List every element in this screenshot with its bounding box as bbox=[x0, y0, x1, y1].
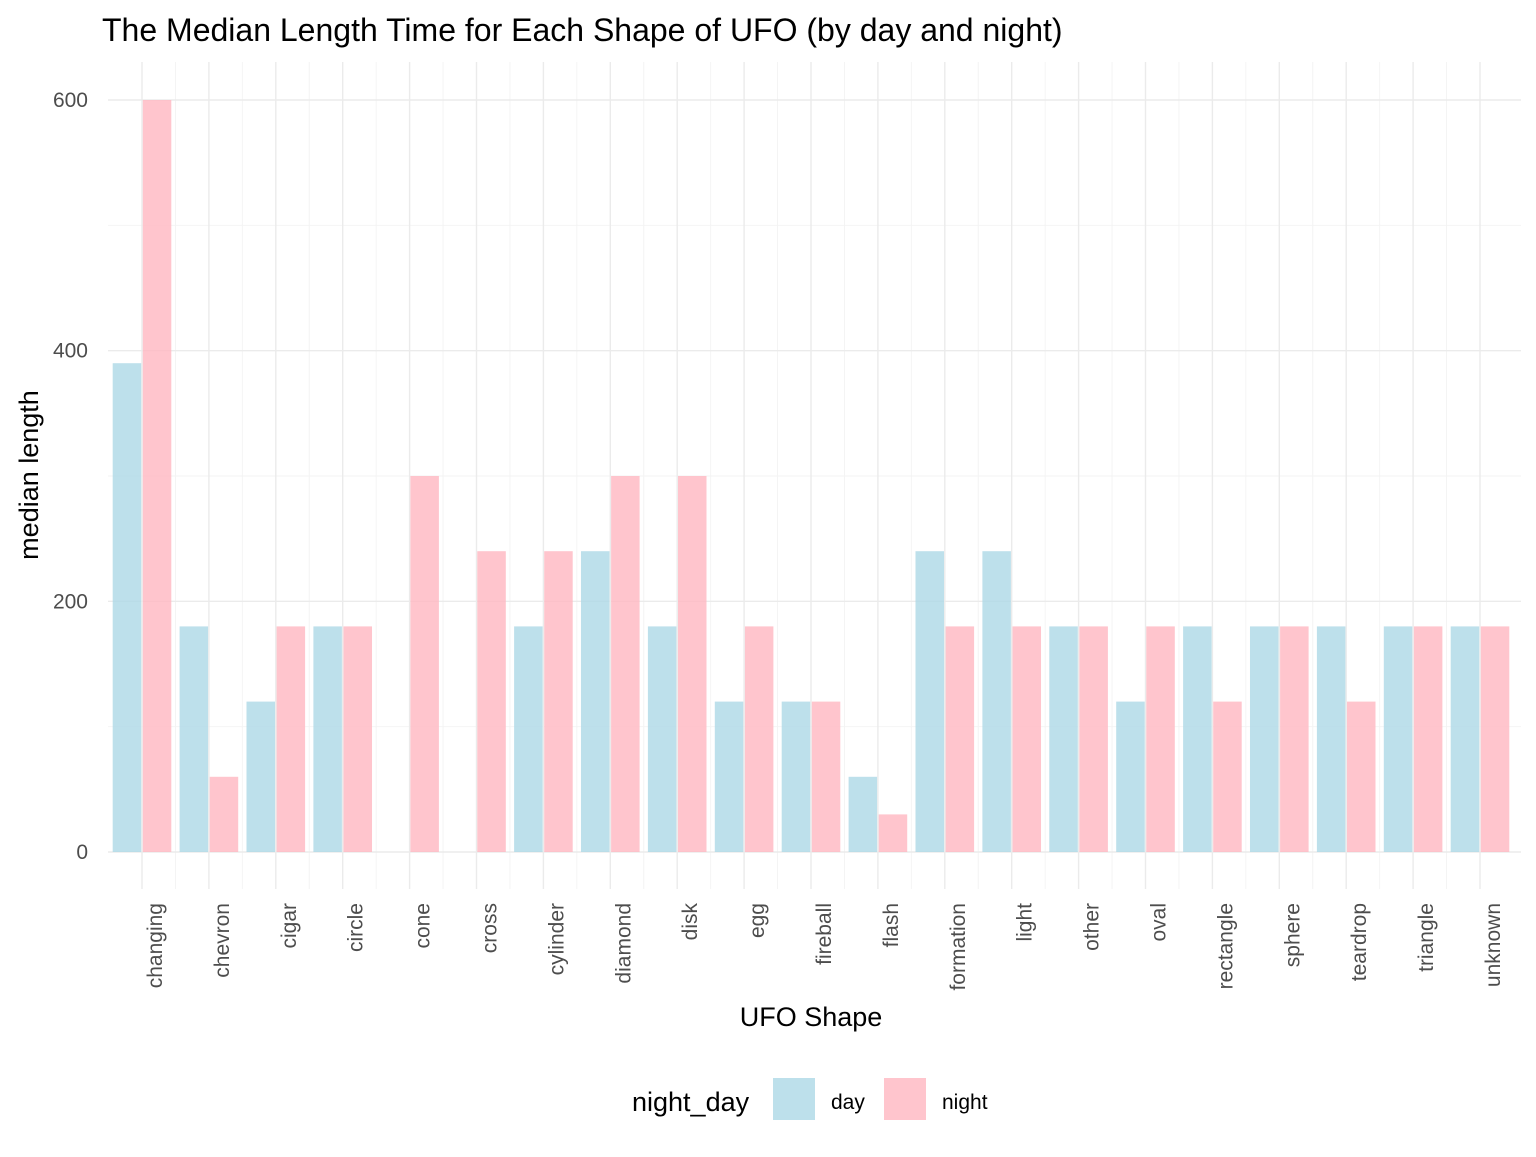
bar-day-oval bbox=[1116, 701, 1145, 852]
bar-day-fireball bbox=[781, 701, 811, 852]
bar-day-flash bbox=[848, 776, 878, 852]
bar-night-sphere bbox=[1280, 626, 1309, 852]
y-tick-label: 400 bbox=[53, 340, 88, 363]
bar-day-formation bbox=[915, 551, 944, 852]
x-tick-label: diamond bbox=[612, 903, 635, 984]
bar-night-cone bbox=[410, 476, 439, 852]
bar-day-teardrop bbox=[1316, 626, 1346, 852]
bar-day-rectangle bbox=[1183, 626, 1212, 852]
x-tick-label: flash bbox=[880, 903, 903, 947]
bar-night-changing bbox=[142, 100, 172, 852]
x-tick-label: circle bbox=[345, 903, 368, 952]
bar-night-flash bbox=[878, 814, 908, 852]
bar-night-formation bbox=[945, 626, 975, 852]
bar-night-triangle bbox=[1413, 626, 1443, 852]
x-tick-label: disk bbox=[679, 903, 702, 941]
x-tick-label: chevron bbox=[211, 903, 234, 978]
legend-title: night_day bbox=[632, 1087, 750, 1117]
x-tick-label: changing bbox=[144, 903, 167, 988]
x-tick-label: oval bbox=[1148, 903, 1171, 942]
y-tick-label: 200 bbox=[53, 590, 88, 613]
bar-night-rectangle bbox=[1213, 701, 1242, 852]
bar-night-diamond bbox=[611, 476, 640, 852]
bar-night-cigar bbox=[276, 626, 306, 852]
x-tick-label: fireball bbox=[813, 903, 836, 965]
y-axis-title: median length bbox=[14, 390, 44, 560]
bar-day-circle bbox=[313, 626, 342, 852]
bar-night-unknown bbox=[1480, 626, 1510, 852]
bar-day-unknown bbox=[1450, 626, 1480, 852]
bar-day-disk bbox=[647, 626, 677, 852]
bar-day-sphere bbox=[1249, 626, 1279, 852]
bar-night-disk bbox=[678, 476, 707, 852]
bar-day-diamond bbox=[580, 551, 610, 852]
bar-day-cylinder bbox=[514, 626, 543, 852]
x-tick-label: egg bbox=[746, 903, 769, 938]
bar-day-cigar bbox=[246, 701, 275, 852]
legend-label-night: night bbox=[942, 1091, 988, 1114]
grid bbox=[108, 62, 1521, 889]
legend: night_day day night bbox=[632, 1078, 988, 1120]
x-tick-label: sphere bbox=[1281, 903, 1304, 967]
bar-night-cross bbox=[477, 551, 506, 852]
x-tick-label: cylinder bbox=[545, 903, 568, 975]
bar-day-changing bbox=[112, 363, 142, 852]
x-tick-label: teardrop bbox=[1348, 903, 1371, 981]
x-tick-label: triangle bbox=[1415, 903, 1438, 972]
legend-key-night bbox=[884, 1078, 926, 1120]
bar-night-chevron bbox=[209, 776, 239, 852]
x-tick-label: rectangle bbox=[1214, 903, 1237, 989]
bars bbox=[112, 100, 1510, 852]
chart-title: The Median Length Time for Each Shape of… bbox=[102, 12, 1063, 48]
bar-day-triangle bbox=[1383, 626, 1413, 852]
bar-night-oval bbox=[1146, 626, 1175, 852]
bar-night-egg bbox=[744, 626, 774, 852]
x-axis-title: UFO Shape bbox=[740, 1002, 883, 1032]
bar-night-circle bbox=[343, 626, 373, 852]
bar-night-cylinder bbox=[544, 551, 573, 852]
y-axis-ticks: 0 200 400 600 bbox=[53, 89, 88, 864]
y-tick-label: 600 bbox=[53, 89, 88, 112]
x-tick-label: cross bbox=[479, 903, 502, 953]
legend-label-day: day bbox=[831, 1091, 865, 1114]
bar-night-light bbox=[1012, 626, 1042, 852]
x-tick-label: light bbox=[1014, 903, 1037, 942]
x-tick-label: cone bbox=[412, 903, 435, 949]
bar-day-egg bbox=[714, 701, 744, 852]
bar-day-other bbox=[1049, 626, 1078, 852]
bar-day-light bbox=[982, 551, 1011, 852]
x-tick-label: cigar bbox=[278, 903, 301, 949]
x-tick-label: unknown bbox=[1482, 903, 1505, 987]
bar-night-other bbox=[1079, 626, 1108, 852]
x-axis-ticks: changing chevron cigar circle cone cross cylin… bbox=[144, 903, 1505, 991]
bar-night-fireball bbox=[811, 701, 841, 852]
y-tick-label: 0 bbox=[76, 841, 88, 864]
x-tick-label: other bbox=[1081, 903, 1104, 951]
bar-day-chevron bbox=[179, 626, 209, 852]
bar-night-teardrop bbox=[1347, 701, 1376, 852]
x-tick-label: formation bbox=[947, 903, 970, 991]
legend-key-day bbox=[773, 1078, 815, 1120]
